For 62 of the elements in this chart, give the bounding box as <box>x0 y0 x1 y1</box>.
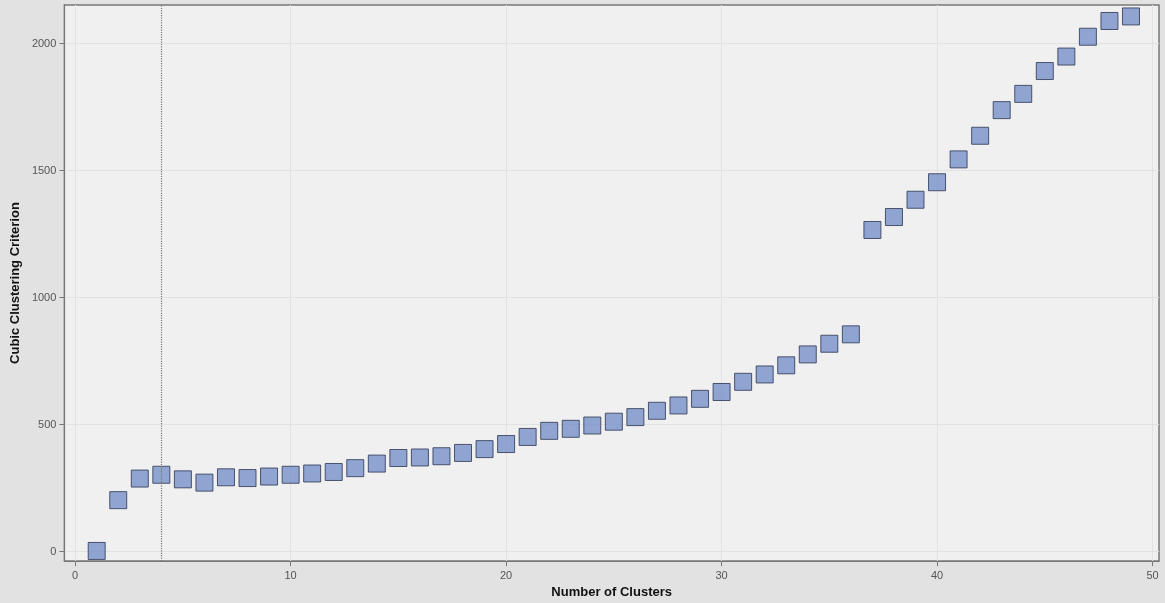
point <box>389 449 408 468</box>
point <box>992 101 1011 120</box>
point <box>87 541 106 560</box>
point <box>928 173 947 192</box>
point <box>669 396 688 415</box>
point <box>216 468 235 487</box>
point <box>1014 84 1033 103</box>
point <box>346 459 365 478</box>
point <box>777 356 796 375</box>
point <box>1035 62 1054 81</box>
point <box>691 389 710 408</box>
x-tick-label: 40 <box>930 568 944 581</box>
point <box>540 421 559 440</box>
y-tick-label: 0 <box>50 544 57 557</box>
point <box>475 440 494 459</box>
point <box>561 419 580 438</box>
point <box>798 345 817 364</box>
point <box>173 470 192 489</box>
point <box>583 416 602 435</box>
y-axis-title: Cubic Clustering Criterion <box>7 202 22 364</box>
point <box>906 190 925 209</box>
y-tick-label: 2000 <box>31 37 57 50</box>
x-tick-label: 30 <box>715 568 728 581</box>
point <box>755 365 774 384</box>
x-tick-label: 50 <box>1146 568 1159 581</box>
point <box>647 401 666 420</box>
point <box>971 126 990 145</box>
point <box>324 462 343 481</box>
x-tick-label: 20 <box>499 568 513 581</box>
x-axis-title: Number of Clusters <box>551 584 673 599</box>
point <box>281 465 300 484</box>
point <box>130 469 149 488</box>
point <box>1057 47 1076 66</box>
y-tick-label: 500 <box>38 417 57 430</box>
point <box>1121 7 1140 26</box>
y-tick-label: 1000 <box>31 291 57 304</box>
point <box>863 220 882 239</box>
point <box>604 412 623 431</box>
point <box>1078 27 1097 46</box>
point <box>712 382 731 401</box>
point <box>734 372 753 391</box>
point <box>884 208 903 227</box>
x-tick-label: 10 <box>284 568 297 581</box>
point <box>1100 12 1119 30</box>
point <box>432 447 451 466</box>
point <box>152 465 171 484</box>
point <box>109 491 128 510</box>
point <box>518 427 537 446</box>
point <box>820 334 839 353</box>
point <box>367 454 386 473</box>
point <box>949 150 968 169</box>
point <box>410 448 429 467</box>
point <box>303 464 322 483</box>
point <box>841 325 860 344</box>
point <box>454 443 473 462</box>
x-tick-label: 0 <box>72 568 79 581</box>
point <box>260 467 279 486</box>
point <box>238 469 257 488</box>
point <box>626 408 645 427</box>
y-tick-label: 1500 <box>31 164 57 177</box>
point <box>195 473 214 492</box>
point <box>497 435 516 454</box>
